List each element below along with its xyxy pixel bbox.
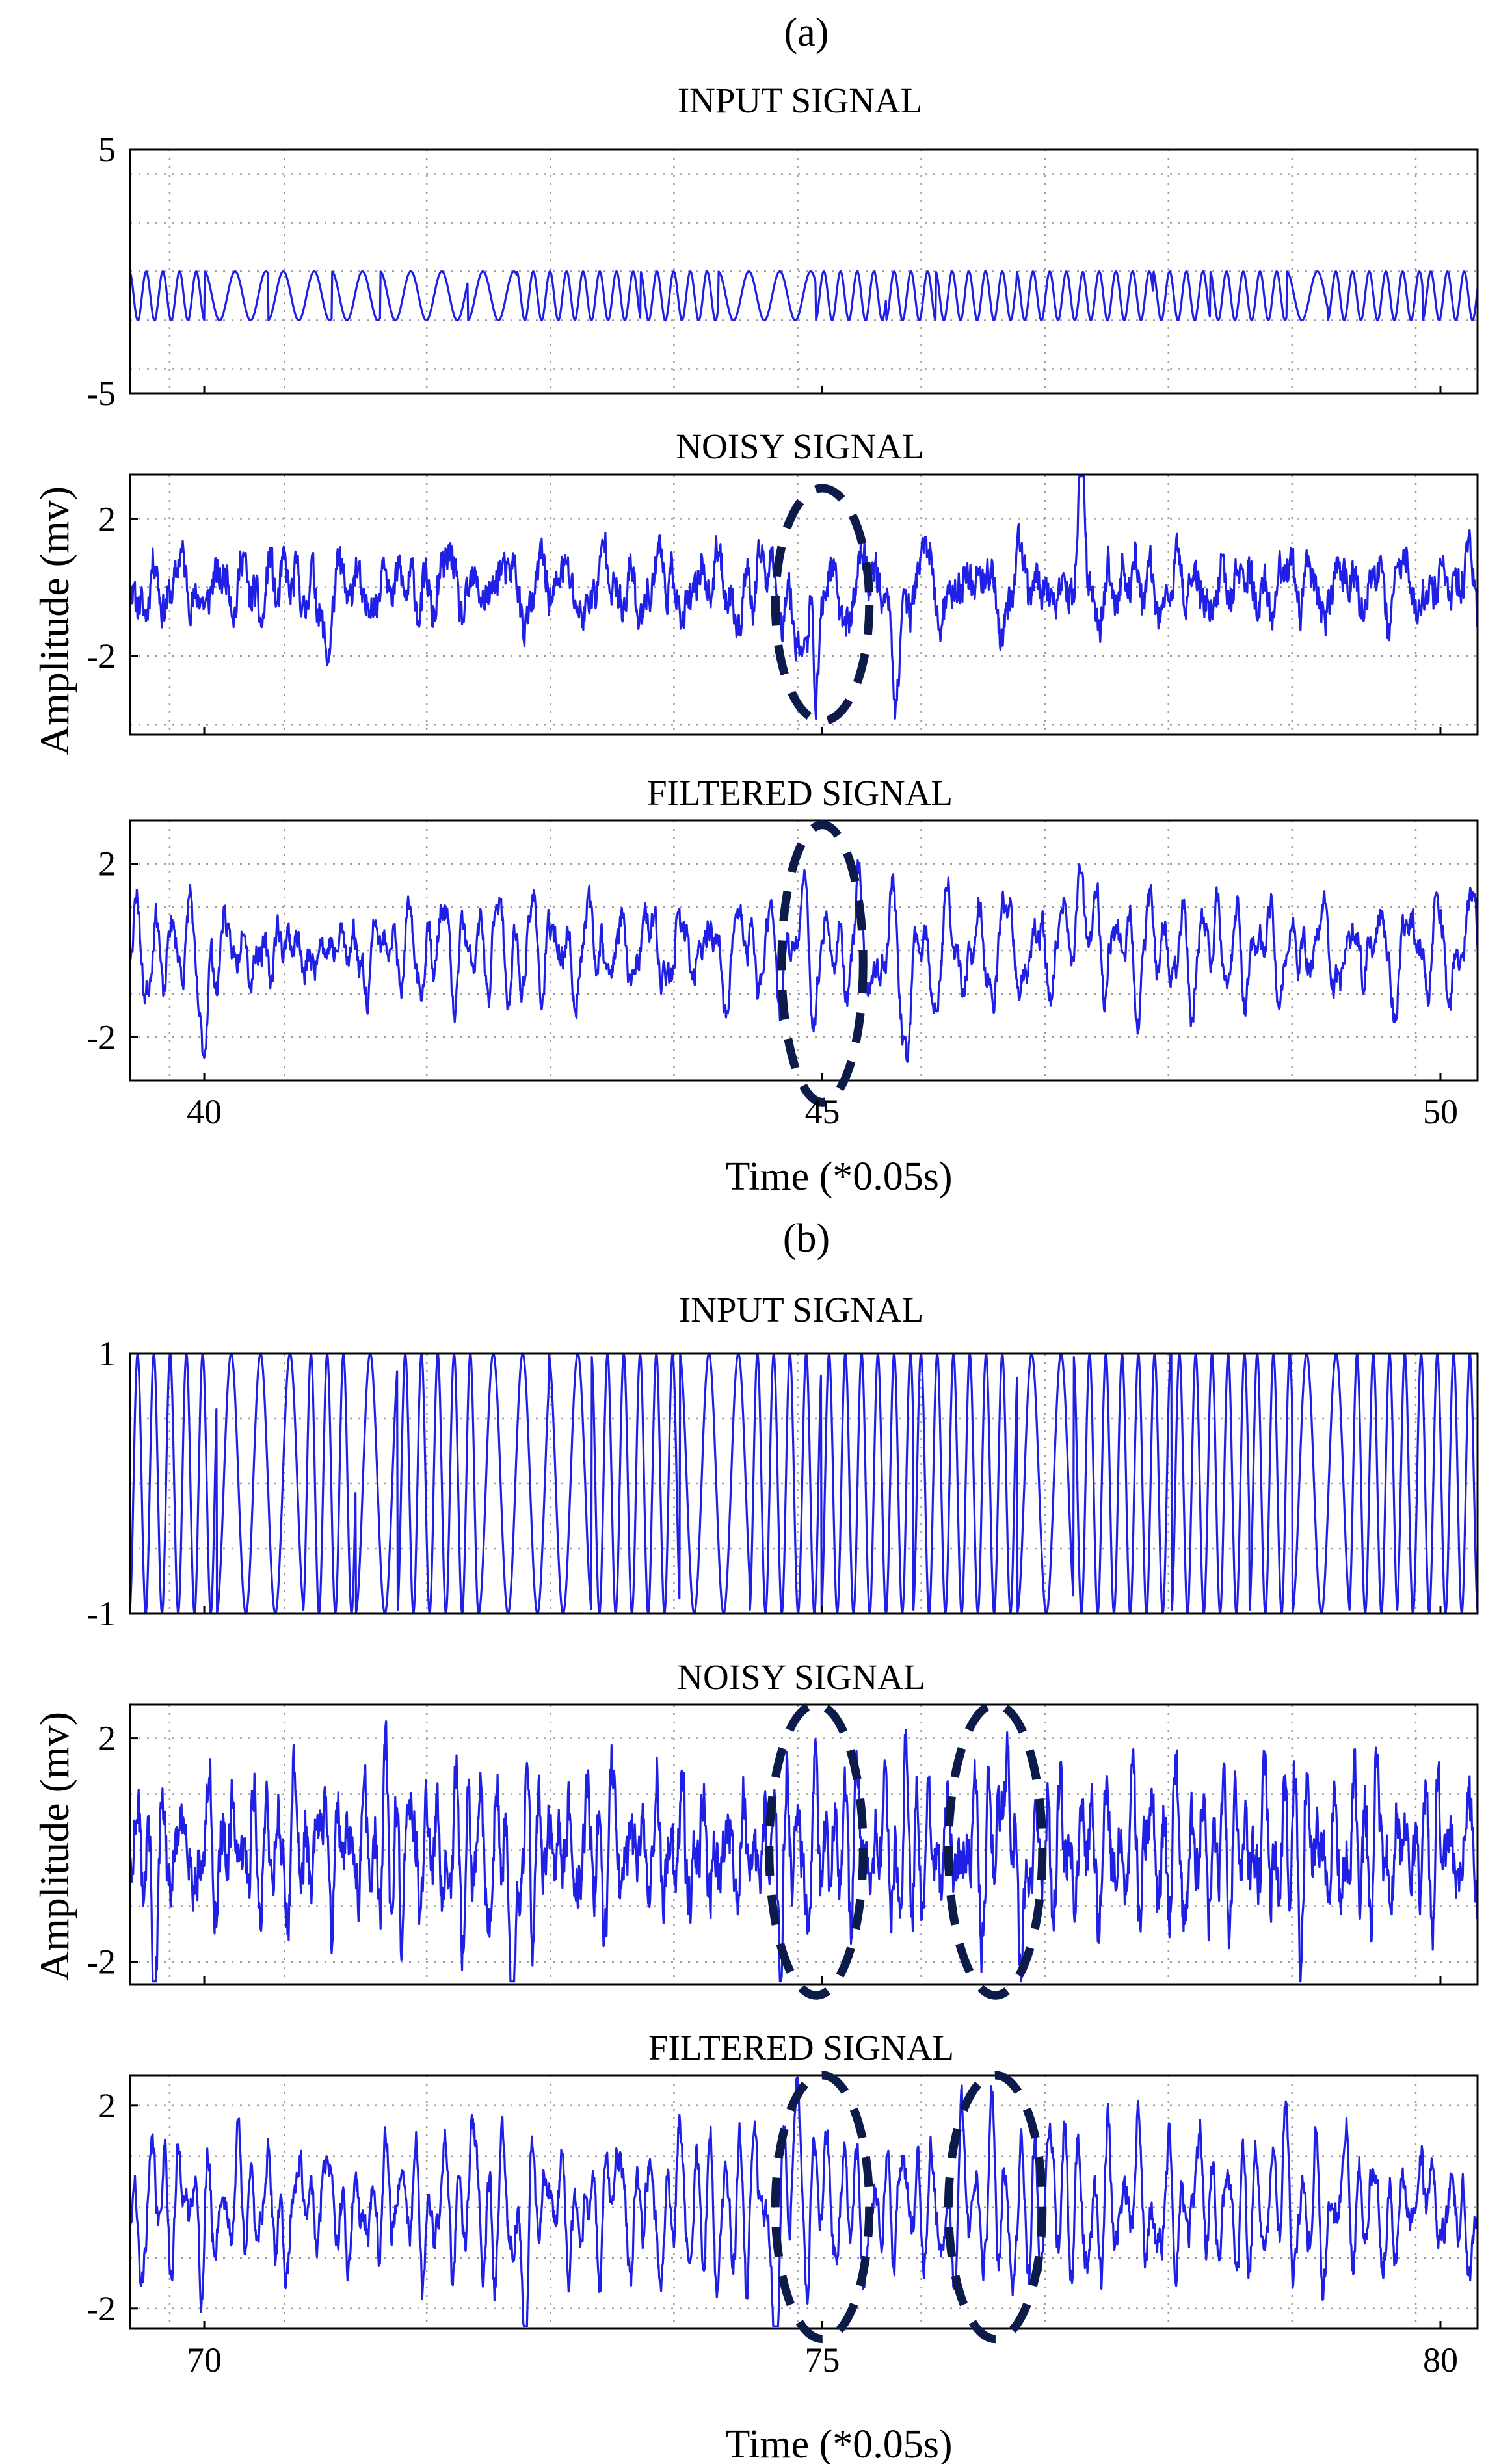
panel-b-subplot-3-highlight-ellipse-1 <box>771 2071 874 2344</box>
panel-b-subplot-2-signal-trace <box>129 1720 1479 1983</box>
panel-b-subplot-2-ytick-label-1: 2 <box>98 1719 116 1758</box>
panel-a-subplot-3-axes: 2 -2 40 45 50 <box>86 819 1479 1131</box>
panel-b-x-axis-label: Time (*0.05s) <box>725 2422 952 2464</box>
panel-a-subplot-1-axes: 5 -5 <box>86 130 1479 413</box>
panel-a-subplot-2-ytick-label-2: -2 <box>86 636 116 675</box>
panel-b-subplot-1-ytick-label-2: -1 <box>86 1594 116 1633</box>
panel-b-subplot-1-frame <box>129 1352 1479 1615</box>
panel-a-subplot-2-signal-trace <box>129 475 1479 721</box>
panel-a-label: (a) <box>784 10 829 55</box>
panel-b-subplot-1-signal-trace <box>129 1352 1479 1615</box>
panel-b-subplot-1-axes: 1 -1 <box>86 1334 1479 1633</box>
panel-b-subplot-3-signal-trace <box>129 2077 1479 2327</box>
panel-b-subplot-3-title: FILTERED SIGNAL <box>648 2028 954 2067</box>
panel-b-subplot-1-ytick-label-1: 1 <box>98 1334 116 1373</box>
panel-b-subplot-3-ytick-label-2: -2 <box>86 2289 116 2328</box>
panel-b-xtick-label-1: 70 <box>187 2340 222 2379</box>
panel-a-subplot-3-highlight-ellipse-1 <box>777 820 868 1107</box>
panel-a-subplot-3-signal-trace <box>129 859 1479 1063</box>
panel-b-subplot-2-highlight-ellipse-2 <box>944 1700 1047 2000</box>
panel-a-subplot-2-highlight-ellipse-1 <box>771 484 874 726</box>
panel-a-subplot-3-title: FILTERED SIGNAL <box>647 773 953 813</box>
panel-a-xtick-label-3: 50 <box>1423 1092 1458 1131</box>
panel-a-x-axis-label: Time (*0.05s) <box>725 1155 952 1199</box>
panel-b-subplot-3-frame <box>129 2074 1479 2330</box>
panel-a-xtick-label-1: 40 <box>187 1092 222 1131</box>
panel-a-y-axis-label: Amplitude (mv) <box>31 486 77 755</box>
panel-b-subplot-3-ytick-label-1: 2 <box>98 2086 116 2125</box>
panel-b-xtick-label-2: 75 <box>805 2340 840 2379</box>
panel-b-subplot-3-highlight-ellipse-2 <box>944 2071 1047 2344</box>
panel-b-subplot-2-ytick-label-2: -2 <box>86 1943 116 1982</box>
panel-a-subplot-1-ytick-label-1: 5 <box>98 130 116 169</box>
panel-a-subplot-1-frame <box>129 148 1479 395</box>
panel-b-subplot-2-axes: 2 -2 <box>86 1700 1479 2000</box>
panel-b-subplot-2-title: NOISY SIGNAL <box>677 1657 925 1697</box>
panel-a-subplot-2-frame <box>129 473 1479 736</box>
panel-a-subplot-1-ytick-label-2: -5 <box>86 374 116 413</box>
panel-b-subplot-3-axes: 2 -2 70 75 80 <box>86 2071 1479 2379</box>
panel-a-subplot-3-ytick-label-2: -2 <box>86 1017 116 1056</box>
panel-b-label: (b) <box>783 1216 830 1261</box>
panel-a-subplot-2-axes: 2 -2 <box>86 473 1479 736</box>
panel-b-subplot-1-title: INPUT SIGNAL <box>679 1290 923 1330</box>
panel-a-subplot-2-ytick-label-1: 2 <box>98 499 116 538</box>
panel-a-subplot-3-frame <box>129 819 1479 1082</box>
panel-a-subplot-2-title: NOISY SIGNAL <box>676 426 923 466</box>
panel-b-xtick-label-3: 80 <box>1423 2340 1458 2379</box>
panel-a-subplot-1-title: INPUT SIGNAL <box>678 81 922 120</box>
panel-a-subplot-3-ytick-label-1: 2 <box>98 845 116 884</box>
panel-b-y-axis-label: Amplitude (mv) <box>31 1712 77 1981</box>
panel-b-subplot-2-highlight-ellipse-1 <box>765 1700 868 2000</box>
panel-a-xtick-label-2: 45 <box>805 1092 840 1131</box>
panel-a-subplot-1-signal-trace <box>129 270 1479 322</box>
